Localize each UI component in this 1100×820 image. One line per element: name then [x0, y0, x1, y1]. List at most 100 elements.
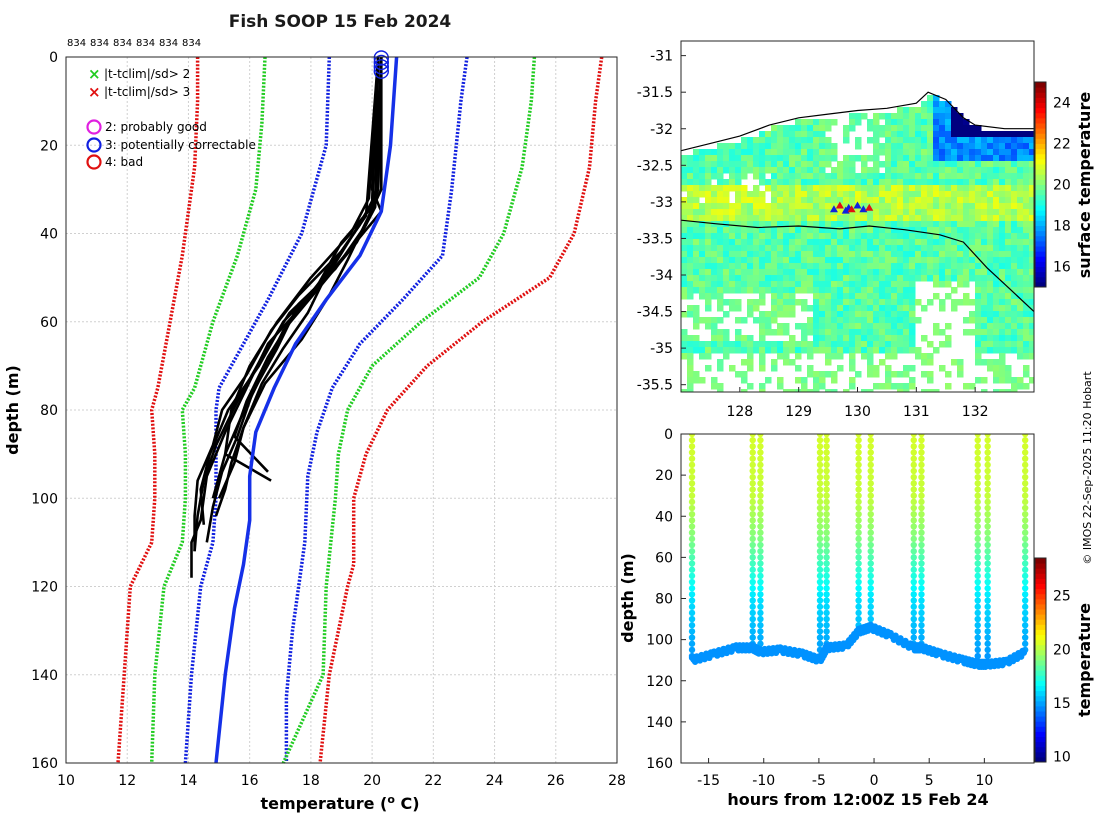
section-point	[918, 480, 925, 487]
sst-cell	[849, 161, 856, 168]
sst-cell	[729, 269, 736, 276]
sst-cell	[831, 251, 838, 258]
sst-cell	[933, 215, 940, 222]
y-tick-label: 20	[40, 138, 58, 154]
sst-cell	[963, 239, 970, 246]
sst-cell	[849, 155, 856, 162]
sst-cell	[951, 107, 958, 114]
section-point	[910, 434, 917, 438]
sst-cell	[915, 353, 922, 360]
sst-cell	[1023, 215, 1030, 222]
section-point	[867, 504, 874, 512]
sst-cell	[909, 383, 916, 390]
sst-cell	[699, 377, 706, 384]
sst-cell	[903, 347, 910, 354]
sst-cell	[789, 161, 796, 168]
sst-cell	[759, 359, 766, 366]
sst-cell	[909, 311, 916, 318]
sst-cell	[1005, 167, 1012, 174]
sst-cell	[957, 113, 964, 120]
sst-cell	[705, 185, 712, 192]
sst-cell	[999, 281, 1006, 288]
sst-cell	[969, 329, 976, 336]
y-tick-label: 80	[40, 403, 58, 419]
sst-cell	[705, 251, 712, 258]
section-point	[867, 597, 874, 604]
sst-cell	[939, 101, 946, 108]
section-point	[984, 480, 991, 487]
sst-cell	[879, 125, 886, 132]
section-point	[749, 560, 756, 567]
sst-cell	[801, 131, 808, 138]
sst-cell	[993, 179, 1000, 186]
section-point	[974, 609, 981, 617]
sst-cell	[927, 167, 934, 174]
sst-cell	[987, 245, 994, 252]
sst-cell	[951, 359, 958, 366]
sst-cell	[777, 269, 784, 276]
sst-cell	[987, 131, 994, 138]
sst-cell	[681, 263, 688, 270]
sst-cell	[705, 215, 712, 222]
sst-cell	[867, 209, 874, 216]
x-tick-label: 12	[118, 773, 136, 789]
map-y-tick-label: -34.5	[637, 305, 673, 321]
sst-cell	[933, 245, 940, 252]
sst-cell	[789, 269, 796, 276]
sst-cell	[849, 293, 856, 300]
colorbar-segment	[1035, 705, 1046, 712]
sst-cell	[801, 233, 808, 240]
section-point	[918, 492, 925, 499]
sst-cell	[759, 383, 766, 390]
sst-cell	[783, 341, 790, 348]
sst-cell	[897, 287, 904, 294]
sst-cell	[891, 125, 898, 132]
sst-cell	[831, 269, 838, 276]
sst-cell	[933, 101, 940, 108]
sst-cell	[855, 137, 862, 144]
sst-cell	[921, 353, 928, 360]
sst-cell	[711, 191, 718, 198]
sst-cell	[975, 377, 982, 384]
sst-cell	[795, 149, 802, 156]
sst-cell	[963, 383, 970, 390]
sst-cell	[921, 305, 928, 312]
sst-cell	[975, 275, 982, 282]
sst-cell	[963, 251, 970, 258]
sst-cell	[873, 281, 880, 288]
sst-cell	[939, 257, 946, 264]
sst-cell	[789, 389, 796, 392]
sst-cell	[681, 329, 688, 336]
map-y-tick-label: -35.5	[637, 378, 673, 394]
sst-cell	[777, 311, 784, 318]
section-point	[757, 443, 764, 450]
sst-cell	[1005, 221, 1012, 228]
sst-cell	[945, 101, 952, 108]
sst-cell	[987, 167, 994, 174]
sst-cell	[747, 275, 754, 282]
sst-cell	[963, 221, 970, 228]
sst-cell	[747, 281, 754, 288]
sst-cell	[717, 275, 724, 282]
sst-cell	[1029, 221, 1034, 228]
sst-cell	[957, 125, 964, 132]
sst-cell	[837, 179, 844, 186]
sst-cell	[957, 257, 964, 264]
sst-cell	[693, 335, 700, 342]
section-point	[1021, 434, 1029, 438]
sst-cell	[753, 233, 760, 240]
sst-cell	[819, 287, 826, 294]
sst-cell	[735, 281, 742, 288]
sst-cell	[873, 167, 880, 174]
sst-cell	[921, 119, 928, 126]
sst-cell	[831, 227, 838, 234]
sst-cell	[891, 383, 898, 390]
sst-cell	[765, 203, 772, 210]
sst-cell	[909, 173, 916, 180]
sst-cell	[1011, 293, 1018, 300]
sst-cell	[693, 191, 700, 198]
sst-cell	[921, 185, 928, 192]
sst-cell	[921, 191, 928, 198]
sst-cell	[927, 389, 934, 392]
sst-cell	[819, 155, 826, 162]
